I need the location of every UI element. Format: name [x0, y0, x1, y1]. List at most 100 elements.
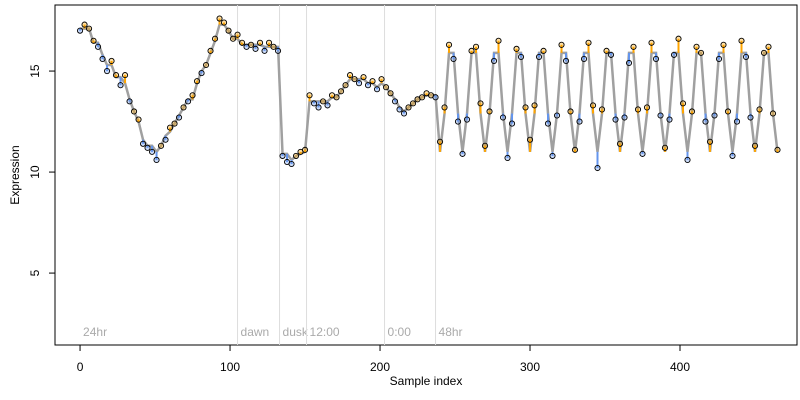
point	[526, 136, 534, 143]
point	[261, 47, 268, 54]
point	[742, 53, 750, 60]
point	[756, 106, 763, 113]
phase-label: 0:00	[388, 325, 412, 339]
point	[400, 110, 408, 117]
point	[481, 142, 489, 149]
point	[198, 70, 205, 77]
point	[175, 114, 183, 121]
point	[738, 37, 745, 44]
point	[405, 104, 412, 111]
point	[229, 35, 237, 42]
point	[148, 148, 156, 155]
point	[702, 118, 709, 125]
y-axis-title: Expression	[8, 145, 22, 204]
point	[252, 45, 259, 52]
point	[126, 98, 133, 105]
phase-label: 24hr	[83, 325, 107, 339]
point	[301, 146, 309, 153]
point	[490, 57, 498, 65]
point	[220, 19, 228, 26]
point	[580, 55, 588, 62]
point	[720, 41, 727, 48]
point	[153, 156, 160, 163]
point	[360, 74, 367, 81]
point	[306, 92, 313, 99]
point	[355, 80, 363, 87]
point	[144, 144, 151, 151]
point	[441, 104, 448, 111]
point	[486, 108, 493, 115]
point	[346, 72, 354, 79]
point	[540, 47, 547, 54]
point	[774, 146, 781, 153]
point	[553, 112, 561, 119]
point	[603, 47, 610, 54]
point	[238, 39, 246, 46]
point	[670, 51, 678, 58]
point	[225, 27, 232, 34]
point	[292, 152, 300, 159]
point	[436, 138, 444, 145]
point	[517, 53, 525, 60]
point	[648, 39, 655, 46]
point	[693, 43, 700, 50]
point	[351, 76, 358, 83]
point	[396, 106, 403, 113]
point	[468, 47, 475, 54]
point	[234, 31, 241, 38]
point	[139, 140, 147, 147]
x-tick-label: 200	[370, 360, 390, 374]
point	[387, 90, 394, 97]
point	[337, 88, 345, 95]
point	[459, 150, 466, 157]
point	[621, 114, 628, 121]
point	[747, 114, 754, 121]
phase-label: 48hr	[439, 325, 463, 339]
point	[274, 47, 282, 54]
point	[724, 108, 732, 115]
point	[319, 98, 327, 105]
point	[679, 100, 687, 107]
point	[432, 94, 439, 101]
point	[81, 21, 88, 28]
point	[382, 84, 390, 91]
point	[733, 118, 741, 125]
point	[508, 120, 516, 127]
point	[193, 78, 201, 85]
point	[454, 118, 462, 125]
point	[157, 142, 165, 149]
point	[256, 39, 264, 46]
point	[504, 154, 511, 161]
point	[180, 104, 187, 111]
point	[643, 104, 651, 111]
point	[495, 37, 502, 44]
point	[562, 57, 570, 65]
point	[729, 152, 736, 159]
point	[630, 43, 637, 50]
point	[184, 98, 192, 105]
point	[108, 57, 115, 65]
point	[571, 146, 579, 153]
x-axis-title: Sample index	[390, 374, 463, 388]
point	[499, 114, 507, 121]
point	[265, 39, 273, 46]
point	[378, 76, 385, 83]
point	[594, 164, 601, 172]
point	[463, 116, 471, 123]
point	[472, 43, 480, 50]
point	[706, 138, 714, 145]
point	[567, 108, 574, 115]
point	[684, 156, 691, 163]
point	[270, 43, 277, 50]
point	[598, 106, 606, 113]
point	[202, 61, 210, 69]
point	[369, 78, 376, 85]
y-tick-label: 5	[28, 269, 42, 276]
point	[99, 55, 106, 62]
point	[544, 120, 552, 127]
point	[522, 104, 529, 111]
point	[391, 98, 399, 105]
x-tick-label: 400	[670, 360, 690, 374]
point	[117, 82, 124, 89]
